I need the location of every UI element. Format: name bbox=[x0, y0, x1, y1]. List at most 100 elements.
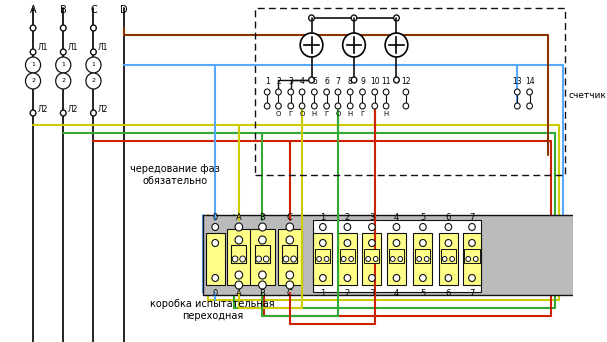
Bar bbox=[226, 229, 251, 285]
Circle shape bbox=[61, 25, 66, 31]
Text: C: C bbox=[287, 289, 293, 298]
Circle shape bbox=[445, 275, 452, 281]
Bar bbox=[362, 233, 381, 285]
Circle shape bbox=[259, 236, 266, 244]
Circle shape bbox=[515, 103, 520, 109]
Circle shape bbox=[368, 239, 375, 247]
Circle shape bbox=[466, 256, 470, 262]
Circle shape bbox=[473, 256, 478, 262]
Bar bbox=[315, 249, 330, 263]
Circle shape bbox=[419, 224, 426, 231]
Circle shape bbox=[299, 103, 305, 109]
Text: 3: 3 bbox=[369, 289, 375, 298]
Text: 4: 4 bbox=[300, 78, 305, 87]
Bar bbox=[439, 233, 458, 285]
Text: Н: Н bbox=[384, 111, 388, 117]
Circle shape bbox=[445, 224, 452, 231]
Text: 1: 1 bbox=[265, 78, 270, 87]
Circle shape bbox=[309, 77, 314, 83]
Circle shape bbox=[419, 275, 426, 281]
Circle shape bbox=[311, 103, 317, 109]
Circle shape bbox=[393, 224, 400, 231]
Text: 7: 7 bbox=[469, 289, 475, 298]
Circle shape bbox=[443, 256, 447, 262]
Circle shape bbox=[515, 89, 520, 95]
Bar bbox=[277, 229, 302, 285]
Circle shape bbox=[527, 89, 532, 95]
Circle shape bbox=[417, 256, 421, 262]
Circle shape bbox=[212, 275, 219, 281]
Text: B: B bbox=[259, 289, 265, 298]
Circle shape bbox=[90, 25, 97, 31]
Circle shape bbox=[324, 103, 330, 109]
Circle shape bbox=[25, 57, 41, 73]
Circle shape bbox=[319, 275, 326, 281]
Circle shape bbox=[469, 275, 475, 281]
Text: 9: 9 bbox=[360, 78, 365, 87]
Circle shape bbox=[351, 77, 357, 83]
Text: О: О bbox=[299, 111, 305, 117]
Circle shape bbox=[286, 236, 294, 244]
Bar bbox=[415, 249, 430, 263]
Text: 14: 14 bbox=[525, 78, 534, 87]
Text: Л2: Л2 bbox=[68, 105, 78, 114]
Circle shape bbox=[360, 89, 365, 95]
Text: 2: 2 bbox=[345, 213, 350, 223]
Circle shape bbox=[299, 89, 305, 95]
Circle shape bbox=[344, 239, 351, 247]
Circle shape bbox=[61, 49, 66, 55]
Circle shape bbox=[309, 15, 314, 21]
Circle shape bbox=[317, 256, 322, 262]
Bar bbox=[413, 233, 432, 285]
Text: A: A bbox=[236, 213, 242, 223]
Text: 2: 2 bbox=[61, 79, 65, 83]
Circle shape bbox=[256, 256, 262, 262]
Circle shape bbox=[351, 15, 357, 21]
Bar bbox=[463, 233, 481, 285]
Text: 13: 13 bbox=[512, 78, 522, 87]
Bar bbox=[250, 229, 275, 285]
Text: 10: 10 bbox=[370, 78, 379, 87]
Text: C: C bbox=[287, 213, 293, 223]
Circle shape bbox=[259, 223, 266, 231]
Bar bbox=[364, 249, 379, 263]
Text: 12: 12 bbox=[401, 78, 411, 87]
Circle shape bbox=[259, 281, 266, 289]
Text: 3: 3 bbox=[369, 213, 375, 223]
Bar bbox=[340, 249, 355, 263]
Bar bbox=[338, 233, 357, 285]
Text: Г: Г bbox=[289, 111, 293, 117]
Circle shape bbox=[235, 223, 243, 231]
Bar bbox=[387, 233, 406, 285]
Circle shape bbox=[25, 73, 41, 89]
Circle shape bbox=[368, 224, 375, 231]
Text: 1: 1 bbox=[92, 63, 95, 67]
Text: 7: 7 bbox=[469, 213, 475, 223]
Text: 6: 6 bbox=[324, 78, 329, 87]
Circle shape bbox=[445, 239, 452, 247]
Bar bbox=[441, 249, 456, 263]
Circle shape bbox=[90, 110, 97, 116]
Text: C: C bbox=[90, 5, 97, 15]
Circle shape bbox=[264, 89, 270, 95]
Circle shape bbox=[344, 224, 351, 231]
Bar bbox=[255, 8, 565, 175]
Text: 5: 5 bbox=[420, 289, 426, 298]
Text: Л1: Л1 bbox=[68, 43, 78, 53]
Bar bbox=[206, 233, 225, 285]
Circle shape bbox=[319, 239, 326, 247]
Circle shape bbox=[368, 275, 375, 281]
Text: A: A bbox=[30, 5, 36, 15]
Circle shape bbox=[403, 89, 409, 95]
Circle shape bbox=[341, 256, 346, 262]
Text: 5: 5 bbox=[420, 213, 426, 223]
Circle shape bbox=[324, 89, 330, 95]
Circle shape bbox=[393, 239, 400, 247]
Circle shape bbox=[90, 49, 97, 55]
Text: 3: 3 bbox=[288, 78, 293, 87]
Text: 0: 0 bbox=[212, 289, 218, 298]
Circle shape bbox=[286, 281, 294, 289]
Text: 2: 2 bbox=[92, 79, 95, 83]
Circle shape bbox=[383, 89, 389, 95]
Circle shape bbox=[212, 224, 219, 231]
